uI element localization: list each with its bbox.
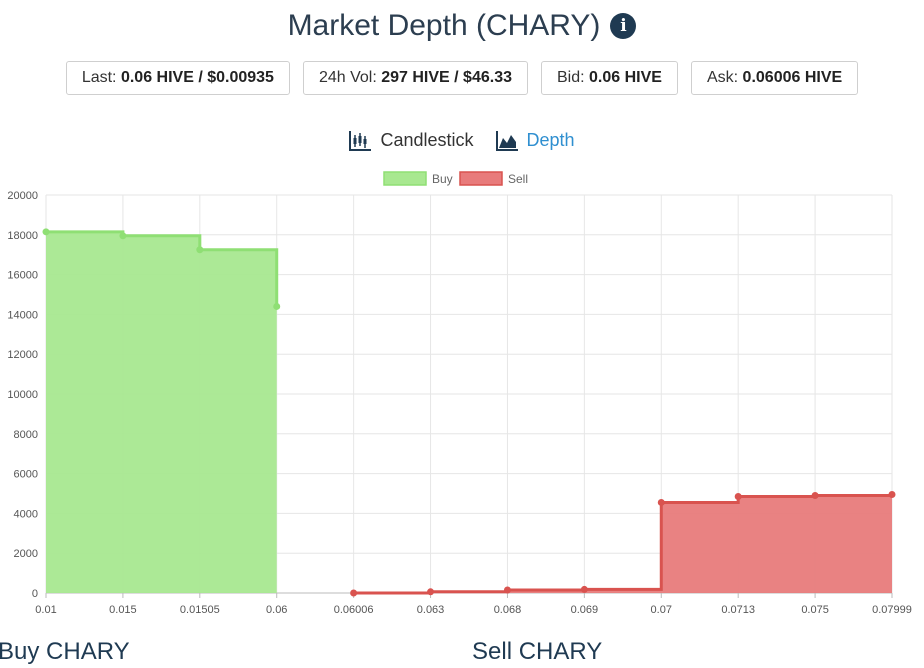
y-tick-label: 14000 bbox=[7, 309, 38, 321]
y-tick-label: 8000 bbox=[14, 429, 38, 441]
y-tick-label: 10000 bbox=[7, 389, 38, 401]
candlestick-icon bbox=[349, 130, 372, 151]
x-tick-label: 0.063 bbox=[417, 604, 445, 616]
legend-swatch-sell bbox=[459, 171, 503, 186]
x-tick-label: 0.06006 bbox=[334, 604, 374, 616]
depth-chart: 0 2000 4000 6000 8000 10000 12000 14000 16000 180… bbox=[7, 171, 912, 616]
page-title: Market Depth (CHARY) bbox=[287, 9, 601, 42]
y-tick-label: 12000 bbox=[7, 349, 38, 361]
x-tick-label: 0.075 bbox=[801, 604, 829, 616]
point-sell bbox=[734, 492, 742, 500]
x-tick-label: 0.07999 bbox=[872, 604, 912, 616]
stat-last: Last: 0.06 HIVE / $0.00935 bbox=[65, 61, 290, 95]
point-buy bbox=[42, 228, 50, 236]
point-buy bbox=[273, 302, 281, 310]
point-sell bbox=[580, 585, 588, 593]
market-stats: Last: 0.06 HIVE / $0.00935 24h Vol: 297 … bbox=[0, 61, 924, 95]
candlestick-label: Candlestick bbox=[380, 130, 474, 150]
point-buy bbox=[119, 232, 127, 240]
stat-bid-value: 0.06 HIVE bbox=[589, 69, 662, 86]
y-tick-label: 20000 bbox=[7, 190, 38, 202]
point-sell bbox=[657, 498, 665, 506]
candlestick-view-button[interactable]: Candlestick bbox=[349, 130, 474, 151]
y-tick-label: 4000 bbox=[14, 508, 38, 520]
y-tick-label: 2000 bbox=[14, 548, 38, 560]
x-tick-label: 0.01505 bbox=[180, 604, 220, 616]
x-tick-label: 0.0713 bbox=[721, 604, 755, 616]
stat-bid-label: Bid: bbox=[557, 69, 585, 86]
x-tick-label: 0.015 bbox=[109, 604, 137, 616]
stat-bid: Bid: 0.06 HIVE bbox=[541, 61, 678, 95]
buy-section-heading: Buy CHARY bbox=[0, 638, 130, 665]
stat-volume: 24h Vol: 297 HIVE / $46.33 bbox=[302, 61, 528, 95]
y-tick-label: 6000 bbox=[14, 469, 38, 481]
x-tick-label: 0.07 bbox=[651, 604, 672, 616]
stat-last-value: 0.06 HIVE / $0.00935 bbox=[120, 69, 274, 86]
y-tick-label: 16000 bbox=[7, 270, 38, 282]
x-tick-label: 0.06 bbox=[266, 604, 287, 616]
y-tick-label: 18000 bbox=[7, 230, 38, 242]
stat-ask-value: 0.06006 HIVE bbox=[742, 69, 843, 86]
point-sell bbox=[427, 588, 435, 596]
legend-swatch-buy bbox=[383, 171, 427, 186]
depth-label: Depth bbox=[526, 130, 575, 150]
depth-chart-icon bbox=[495, 130, 518, 151]
point-sell bbox=[350, 589, 358, 597]
stat-ask: Ask: 0.06006 HIVE bbox=[690, 61, 859, 95]
stat-volume-label: 24h Vol: bbox=[318, 69, 377, 86]
sell-section-heading: Sell CHARY bbox=[472, 638, 603, 665]
line-buy bbox=[46, 230, 279, 307]
stat-last-label: Last: bbox=[81, 69, 117, 86]
stat-ask-label: Ask: bbox=[706, 69, 739, 86]
x-tick-label: 0.069 bbox=[571, 604, 599, 616]
x-tick-label: 0.01 bbox=[35, 604, 56, 616]
point-sell bbox=[503, 586, 511, 594]
depth-view-button[interactable]: Depth bbox=[495, 130, 575, 151]
stat-volume-value: 297 HIVE / $46.33 bbox=[381, 69, 512, 86]
point-sell bbox=[811, 491, 819, 499]
chart-view-toggle: Candlestick Depth bbox=[0, 130, 924, 151]
point-sell bbox=[888, 490, 896, 498]
legend-label-sell: Sell bbox=[508, 172, 528, 186]
legend-label-buy: Buy bbox=[432, 172, 453, 186]
y-tick-label: 0 bbox=[32, 588, 38, 600]
info-circle-icon[interactable]: i bbox=[610, 13, 637, 39]
point-buy bbox=[196, 246, 204, 254]
x-tick-label: 0.068 bbox=[494, 604, 522, 616]
title-row: Market Depth (CHARY) i bbox=[0, 6, 924, 46]
area-sell bbox=[353, 494, 892, 593]
area-buy bbox=[46, 231, 277, 593]
